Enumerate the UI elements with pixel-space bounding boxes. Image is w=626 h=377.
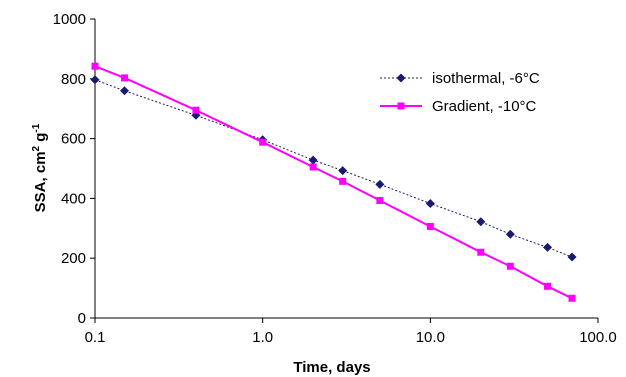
data-point [476, 217, 486, 227]
data-point [90, 75, 100, 85]
data-point [339, 177, 347, 185]
data-point [568, 294, 576, 302]
data-point [259, 138, 267, 146]
y-tick-label: 600 [61, 131, 86, 148]
data-point [567, 252, 577, 262]
data-point [506, 262, 514, 270]
data-point [543, 242, 553, 252]
series-line-0 [94, 79, 573, 258]
legend: isothermal, -6°C Gradient, -10°C [380, 70, 540, 115]
data-point [338, 166, 348, 176]
y-axis-title-main: SSA, cm [32, 151, 49, 212]
y-axis-title-sup1: 2 [31, 145, 42, 151]
series-line-1 [94, 65, 573, 300]
data-point [309, 163, 317, 171]
x-tick-label: 10.0 [416, 329, 445, 346]
x-axis-title: Time, days [293, 359, 370, 376]
y-axis-title-mid: g [32, 133, 49, 146]
x-tick-label: 0.1 [85, 329, 106, 346]
data-point [426, 223, 434, 231]
x-tick-label: 100.0 [579, 329, 617, 346]
x-tick-label: 1.0 [252, 329, 273, 346]
y-tick-label: 400 [61, 190, 86, 207]
series-layer [90, 62, 577, 302]
data-point [192, 106, 200, 114]
y-tick-label: 200 [61, 250, 86, 267]
y-axis-title: SSA, cm2 g-1 [31, 123, 49, 212]
legend-label-gradient: Gradient, -10°C [432, 98, 537, 115]
data-point [477, 248, 485, 256]
y-tick-label: 0 [78, 310, 86, 327]
y-axis-title-sup2: -1 [31, 123, 42, 132]
data-point [91, 62, 99, 70]
legend-swatch-gradient-marker [397, 102, 405, 110]
y-tick-label: 800 [61, 71, 86, 88]
y-tick-label: 1000 [53, 11, 86, 28]
data-point [505, 229, 515, 239]
data-point [308, 155, 318, 165]
data-point [376, 196, 384, 204]
data-point [375, 179, 385, 189]
legend-swatch-isothermal-marker [396, 73, 406, 83]
legend-label-isothermal: isothermal, -6°C [432, 70, 540, 87]
data-point [120, 86, 130, 96]
data-point [544, 282, 552, 290]
data-point [425, 198, 435, 208]
ticks: 0 200 400 600 800 1000 0.1 1.0 10.0 100.0 [53, 11, 617, 346]
data-point [121, 74, 129, 82]
